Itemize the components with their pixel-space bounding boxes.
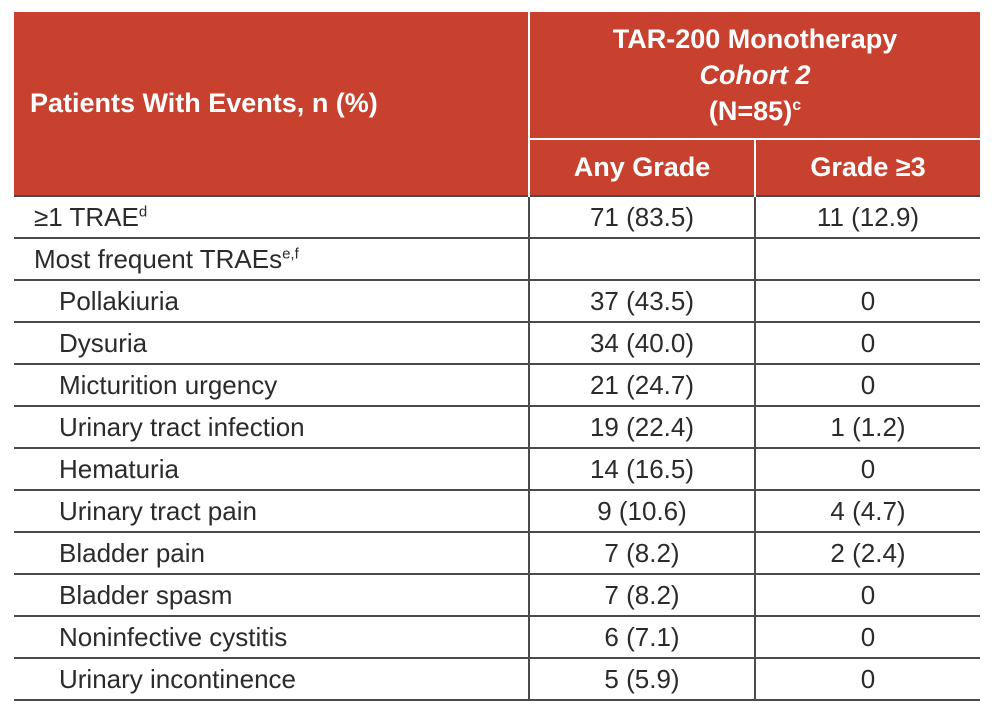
row-label-text: Hematuria <box>59 453 179 484</box>
grade3-value: 1 (1.2) <box>755 406 980 449</box>
row-label: Urinary tract infection <box>14 406 530 449</box>
row-label: Bladder pain <box>14 532 530 575</box>
row-label-text: ≥1 TRAE <box>34 201 139 232</box>
table-row: Pollakiuria 37 (43.5) 0 <box>14 280 980 323</box>
any-grade-value: 34 (40.0) <box>529 322 756 365</box>
row-label-text: Dysuria <box>59 327 148 358</box>
row-label-text: Urinary tract infection <box>59 411 305 442</box>
table-row: Urinary tract pain 9 (10.6) 4 (4.7) <box>14 490 980 533</box>
row-label: Dysuria <box>14 322 530 365</box>
grade3-value: 2 (2.4) <box>755 532 980 575</box>
table-body: ≥1 TRAEd 71 (83.5) 11 (12.9) Most frequent … <box>14 195 980 701</box>
table-header: Patients With Events, n (%) TAR-200 Mono… <box>14 12 980 196</box>
grade3-value: 0 <box>755 448 980 491</box>
treatment-group-header: TAR-200 Monotherapy Cohort 2 (N=85)c <box>529 12 980 140</box>
group-title: TAR-200 Monotherapy <box>612 24 898 54</box>
grade3-header: Grade ≥3 <box>755 139 980 196</box>
any-grade-value: 6 (7.1) <box>529 616 756 659</box>
table-row: Urinary incontinence 5 (5.9) 0 <box>14 658 980 701</box>
row-label: Micturition urgency <box>14 364 530 407</box>
any-grade-value: 7 (8.2) <box>529 532 756 575</box>
group-n: (N=85)c <box>530 93 980 129</box>
footnote-marker: d <box>138 202 148 220</box>
row-label-header: Patients With Events, n (%) <box>14 12 530 196</box>
grade3-value: 0 <box>755 322 980 365</box>
any-grade-value: 71 (83.5) <box>529 195 756 239</box>
row-label-text: Urinary tract pain <box>59 495 257 526</box>
any-grade-value: 14 (16.5) <box>529 448 756 491</box>
row-label: ≥1 TRAEd <box>14 195 530 239</box>
group-cohort: Cohort 2 <box>699 60 811 90</box>
any-grade-value: 19 (22.4) <box>529 406 756 449</box>
row-label-text: Most frequent TRAEs <box>34 243 283 274</box>
table-row: Bladder spasm 7 (8.2) 0 <box>14 574 980 617</box>
grade3-value: 0 <box>755 574 980 617</box>
group-n-value: (N=85) <box>708 96 793 126</box>
row-label-text: Micturition urgency <box>59 369 278 400</box>
any-grade-value: 21 (24.7) <box>529 364 756 407</box>
table-row: Micturition urgency 21 (24.7) 0 <box>14 364 980 407</box>
grade3-value <box>755 238 980 281</box>
grade3-value: 0 <box>755 364 980 407</box>
table-row: Hematuria 14 (16.5) 0 <box>14 448 980 491</box>
any-grade-header: Any Grade <box>529 139 756 196</box>
row-label-text: Bladder spasm <box>59 579 233 610</box>
table-row: ≥1 TRAEd 71 (83.5) 11 (12.9) <box>14 195 980 239</box>
row-label: Urinary tract pain <box>14 490 530 533</box>
table-row: Most frequent TRAEse,f <box>14 238 980 281</box>
adverse-events-table: Patients With Events, n (%) TAR-200 Mono… <box>14 12 980 701</box>
table-row: Bladder pain 7 (8.2) 2 (2.4) <box>14 532 980 575</box>
any-grade-value <box>529 238 756 281</box>
any-grade-value: 9 (10.6) <box>529 490 756 533</box>
row-label-text: Urinary incontinence <box>59 663 297 694</box>
any-grade-value: 7 (8.2) <box>529 574 756 617</box>
row-label: Urinary incontinence <box>14 658 530 701</box>
any-grade-value: 37 (43.5) <box>529 280 756 323</box>
row-label: Pollakiuria <box>14 280 530 323</box>
row-label: Hematuria <box>14 448 530 491</box>
row-label-text: Pollakiuria <box>59 285 179 316</box>
row-label-text: Noninfective cystitis <box>59 621 288 652</box>
table-row: Dysuria 34 (40.0) 0 <box>14 322 980 365</box>
grade3-value: 4 (4.7) <box>755 490 980 533</box>
table-row: Noninfective cystitis 6 (7.1) 0 <box>14 616 980 659</box>
footnote-marker: e,f <box>282 244 299 262</box>
grade3-value: 0 <box>755 658 980 701</box>
grade3-value: 0 <box>755 280 980 323</box>
grade3-value: 11 (12.9) <box>755 195 980 239</box>
grade3-value: 0 <box>755 616 980 659</box>
group-n-footnote: c <box>792 97 802 114</box>
any-grade-value: 5 (5.9) <box>529 658 756 701</box>
row-label-text: Bladder pain <box>59 537 205 568</box>
row-label: Bladder spasm <box>14 574 530 617</box>
row-label: Most frequent TRAEse,f <box>14 238 530 281</box>
row-label: Noninfective cystitis <box>14 616 530 659</box>
table-row: Urinary tract infection 19 (22.4) 1 (1.2) <box>14 406 980 449</box>
